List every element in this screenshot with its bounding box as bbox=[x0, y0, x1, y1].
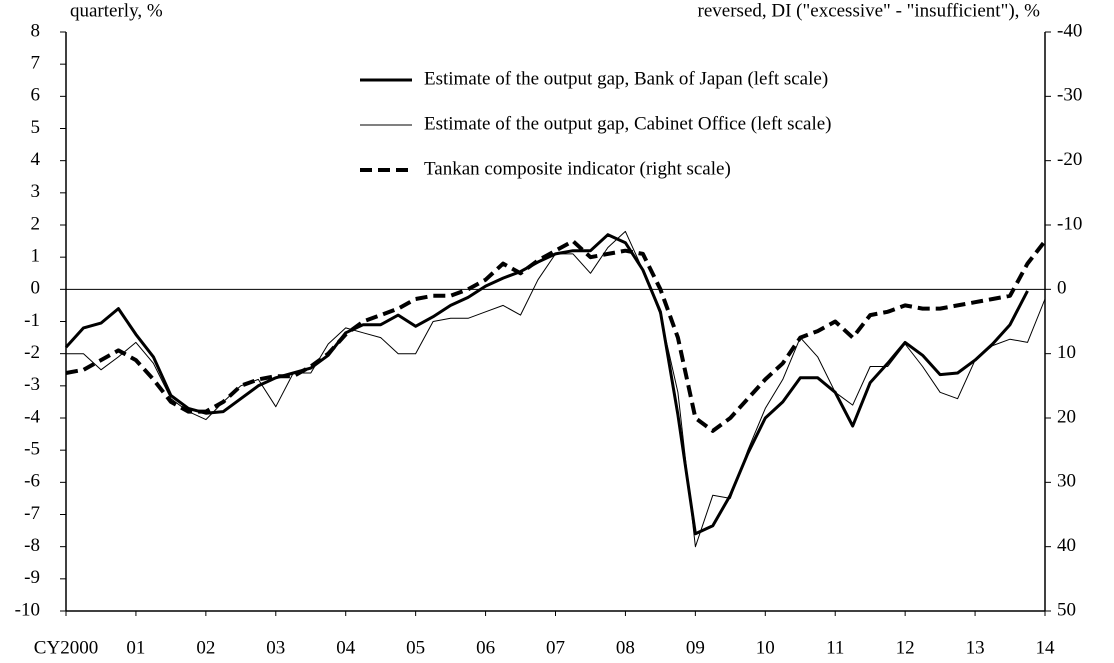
x-tick-label: 13 bbox=[966, 637, 985, 658]
y-tick-label: -10 bbox=[15, 599, 40, 620]
x-tick-label: 14 bbox=[1036, 637, 1056, 658]
y2-tick-label: -30 bbox=[1057, 85, 1082, 106]
y-tick-label: -7 bbox=[24, 503, 40, 524]
y2-tick-label: 20 bbox=[1057, 406, 1076, 427]
y2-tick-label: -10 bbox=[1057, 213, 1082, 234]
y2-tick-label: 0 bbox=[1057, 278, 1067, 299]
x-tick-label: 09 bbox=[686, 637, 705, 658]
x-tick-label: 04 bbox=[336, 637, 356, 658]
y2-tick-label: 50 bbox=[1057, 599, 1076, 620]
y2-tick-label: 10 bbox=[1057, 342, 1076, 363]
y2-tick-label: 40 bbox=[1057, 535, 1076, 556]
x-tick-label: 06 bbox=[476, 637, 495, 658]
y-tick-label: -5 bbox=[24, 439, 40, 460]
x-tick-label: 02 bbox=[196, 637, 215, 658]
y-tick-label: 1 bbox=[31, 246, 41, 267]
series-line bbox=[65, 239, 1047, 433]
x-tick-label: 10 bbox=[756, 637, 775, 658]
y-axis-label: quarterly, % bbox=[70, 0, 163, 21]
x-tick-label: 11 bbox=[826, 637, 844, 658]
y-tick-label: 7 bbox=[31, 53, 41, 74]
x-tick-label: 07 bbox=[546, 637, 565, 658]
legend-label: Tankan composite indicator (right scale) bbox=[424, 158, 731, 179]
legend-label: Estimate of the output gap, Cabinet Offi… bbox=[424, 113, 831, 134]
y2-axis-label: reversed, DI ("excessive" - "insufficien… bbox=[698, 0, 1041, 21]
y2-tick-label: -20 bbox=[1057, 149, 1082, 170]
y-tick-label: 2 bbox=[31, 213, 41, 234]
legend-label: Estimate of the output gap, Bank of Japa… bbox=[424, 68, 828, 89]
y2-tick-label: 30 bbox=[1057, 471, 1076, 492]
y-tick-label: -3 bbox=[24, 374, 40, 395]
y-tick-label: -9 bbox=[24, 567, 40, 588]
y2-tick-label: -40 bbox=[1057, 20, 1082, 41]
series-line bbox=[64, 233, 1029, 536]
y-tick-label: 8 bbox=[31, 20, 41, 41]
x-tick-label: 01 bbox=[126, 637, 145, 658]
x-tick-label: CY2000 bbox=[34, 637, 98, 658]
x-tick-label: 03 bbox=[266, 637, 285, 658]
x-tick-label: 08 bbox=[616, 637, 635, 658]
y-tick-label: 3 bbox=[31, 181, 41, 202]
x-tick-label: 05 bbox=[406, 637, 425, 658]
y-tick-label: 6 bbox=[31, 85, 41, 106]
y-tick-label: -1 bbox=[24, 310, 40, 331]
x-tick-label: 12 bbox=[896, 637, 915, 658]
y-tick-label: -8 bbox=[24, 535, 40, 556]
y-tick-label: -6 bbox=[24, 471, 40, 492]
y-tick-label: -2 bbox=[24, 342, 40, 363]
y-tick-label: 4 bbox=[31, 149, 41, 170]
y-tick-label: 0 bbox=[31, 278, 41, 299]
y-tick-label: 5 bbox=[31, 117, 41, 138]
series-line bbox=[66, 230, 1046, 548]
y-tick-label: -4 bbox=[24, 406, 40, 427]
